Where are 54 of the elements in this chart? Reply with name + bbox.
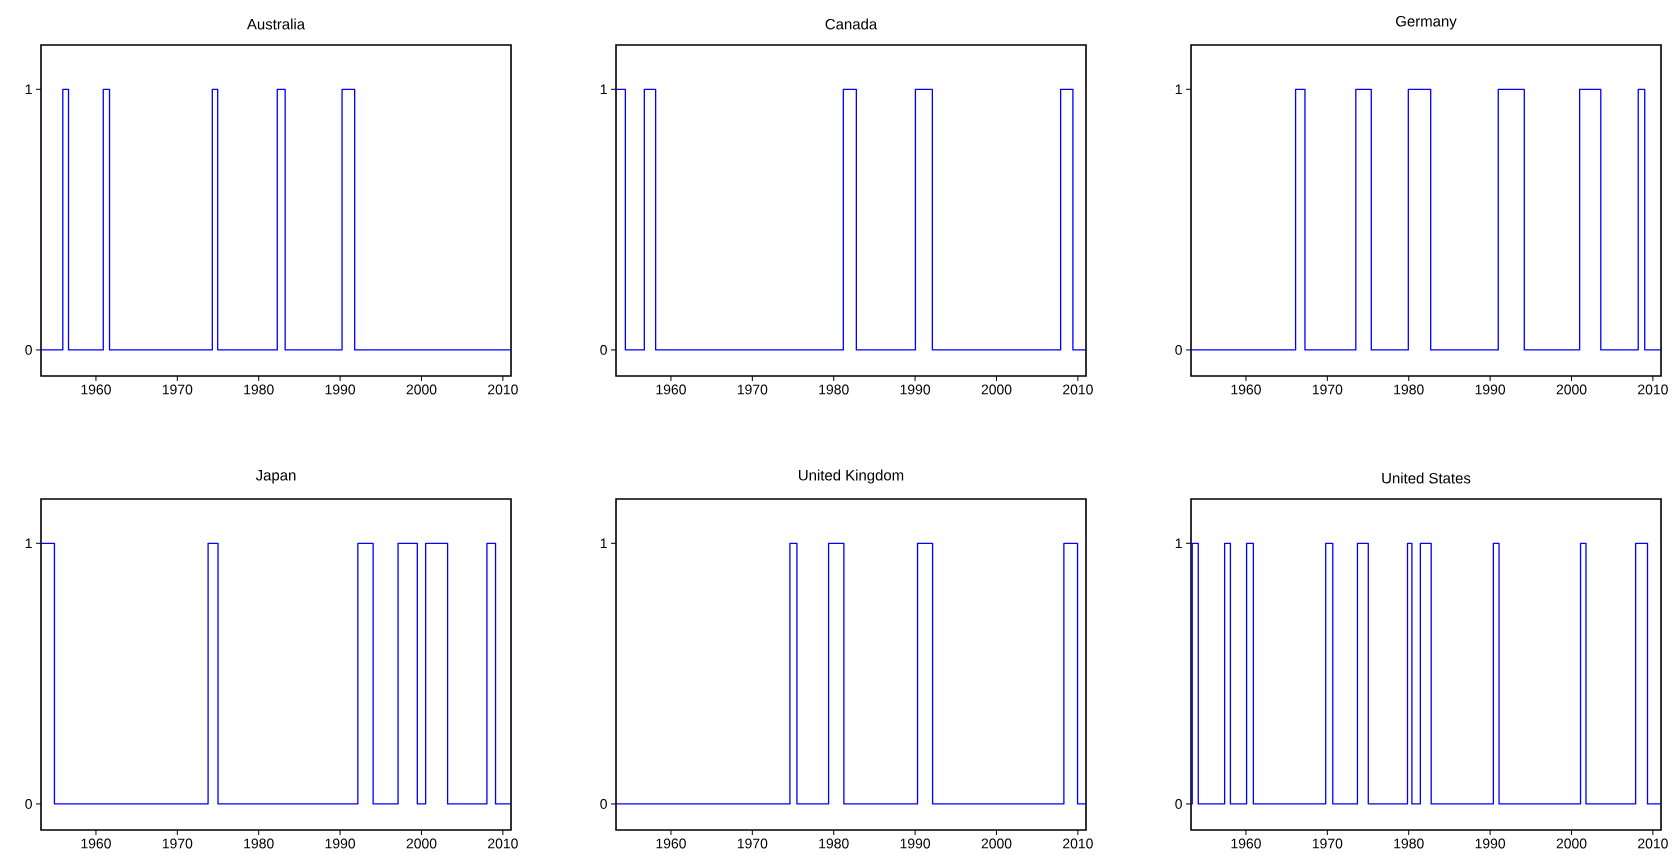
x-tick-label: 1990 [900, 838, 931, 849]
x-tick-label: 1990 [325, 384, 356, 395]
x-tick-label: 2010 [488, 838, 518, 849]
y-tick-label: 0 [25, 798, 32, 809]
x-tick-label: 1960 [1231, 384, 1261, 395]
x-tick-label: 2000 [981, 838, 1012, 849]
chart-title: Germany [1396, 15, 1457, 30]
x-tick-label: 1970 [162, 838, 193, 849]
x-tick-label: 1970 [737, 384, 768, 395]
y-tick-label: 0 [25, 344, 32, 355]
x-tick-label: 2000 [1556, 838, 1587, 849]
x-tick-label: 1960 [1231, 838, 1261, 849]
x-tick-label: 2010 [1063, 384, 1093, 395]
x-tick-label: 1990 [325, 838, 356, 849]
y-tick-label: 0 [1175, 798, 1182, 809]
x-tick-label: 2010 [488, 384, 518, 395]
x-tick-label: 1980 [819, 384, 849, 395]
chart-title: Canada [825, 18, 878, 30]
x-tick-label: 1970 [737, 838, 768, 849]
x-tick-label: 1990 [1475, 384, 1506, 395]
y-tick-label: 1 [25, 538, 32, 549]
x-tick-label: 2000 [406, 838, 437, 849]
x-tick-label: 1980 [1394, 384, 1424, 395]
x-tick-label: 1970 [1312, 384, 1343, 395]
x-tick-label: 1980 [819, 838, 849, 849]
y-tick-label: 1 [600, 538, 607, 549]
chart-title: Japan [255, 470, 296, 484]
chart-title: Australia [246, 18, 306, 30]
chart-title: United Kingdom [799, 469, 904, 484]
y-tick-label: 1 [1175, 84, 1182, 95]
y-tick-label: 1 [600, 84, 607, 95]
x-tick-label: 1980 [244, 838, 274, 849]
x-tick-label: 1990 [900, 384, 931, 395]
x-tick-label: 2000 [1556, 384, 1587, 395]
x-tick-label: 1960 [656, 384, 686, 395]
x-tick-label: 2010 [1638, 384, 1668, 395]
x-tick-label: 1960 [81, 384, 111, 395]
y-tick-label: 1 [25, 84, 32, 95]
x-tick-label: 1970 [1312, 838, 1343, 849]
x-tick-label: 2010 [1638, 838, 1668, 849]
x-tick-label: 1970 [162, 384, 193, 395]
x-tick-label: 1980 [1394, 838, 1424, 849]
x-tick-label: 2010 [1063, 838, 1093, 849]
y-tick-label: 0 [600, 798, 607, 809]
y-tick-label: 0 [1175, 344, 1182, 355]
chart-title: United States [1382, 472, 1471, 484]
y-tick-label: 1 [1175, 538, 1182, 549]
x-tick-label: 1980 [244, 384, 274, 395]
x-tick-label: 1990 [1475, 838, 1506, 849]
y-tick-label: 0 [600, 344, 607, 355]
x-tick-label: 2000 [981, 384, 1012, 395]
x-tick-label: 2000 [406, 384, 437, 395]
x-tick-label: 1960 [81, 838, 111, 849]
x-tick-label: 1960 [656, 838, 686, 849]
